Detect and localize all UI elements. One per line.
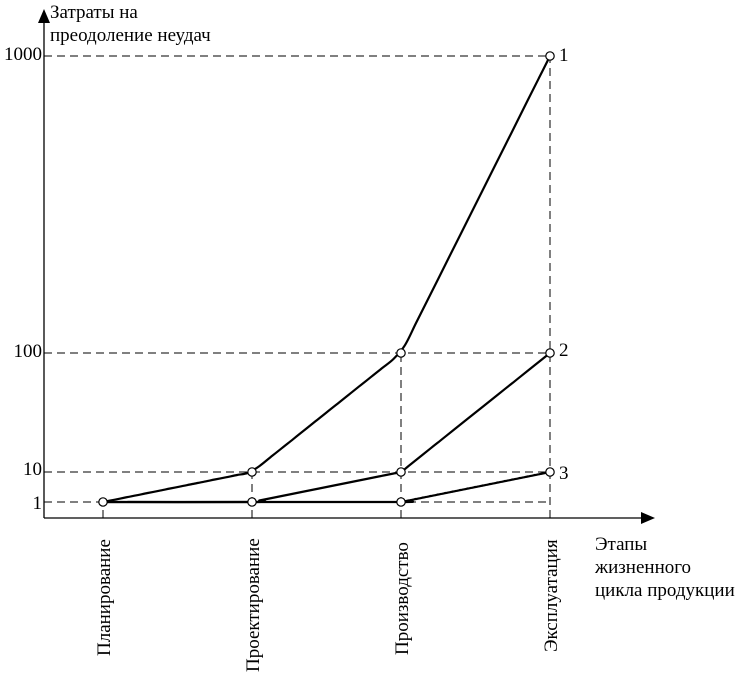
x-axis-title-line-3: цикла продукции [595,580,735,601]
y-tick-label-100: 100 [14,341,43,362]
data-point-1-2 [396,348,406,358]
category-label-design: Проектирование [243,538,264,672]
y-tick-label-1: 1 [33,493,43,514]
y-tick-label-10: 10 [23,459,42,480]
data-point-1-0 [98,497,108,507]
data-point-2-3 [545,348,555,358]
y-axis-title-line-2: преодоление неудач [50,25,211,46]
series-label-2: 2 [559,340,569,361]
series-curves [101,54,552,504]
series-line-1 [101,54,552,504]
y-tick-label-1000: 1000 [4,44,42,65]
series-line-3 [101,470,552,504]
data-point-2-1 [247,497,257,507]
series-label-1: 1 [559,45,569,66]
data-point-2-2 [396,467,406,477]
guide-lines [44,55,551,518]
x-axis-title-line-2: жизненного [594,557,691,578]
y-axis-title-line-1: Затраты на [50,2,138,23]
data-point-3-2 [396,497,406,507]
series-line-2 [101,351,552,504]
category-label-planning: Планирование [94,539,115,656]
series-label-3: 3 [559,463,569,484]
category-label-operation: Эксплуатация [541,539,562,652]
data-point-1-1 [247,467,257,477]
y-axis-arrow [38,9,50,23]
data-points [98,51,555,507]
x-axis-title-line-1: Этапы [595,534,647,555]
x-axis-arrow [641,512,655,524]
data-point-3-3 [545,467,555,477]
data-point-1-3 [545,51,555,61]
category-label-production: Производство [392,542,413,655]
